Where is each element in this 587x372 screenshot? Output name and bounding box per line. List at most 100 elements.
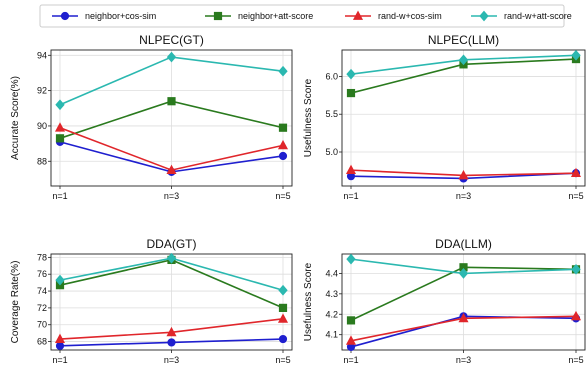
- data-point: [278, 334, 288, 344]
- chart-panel: DDA(LLM) Usefulness Score 4.1 4.2 4.3 4.4 n=1 n…: [303, 237, 586, 365]
- data-point: [278, 284, 288, 296]
- legend-marker: [213, 11, 223, 21]
- legend: neighbor+cos-sim neighbor+att-score rand-w…: [39, 4, 572, 28]
- y-tick-label: 5.0: [325, 147, 338, 157]
- data-point: [166, 252, 177, 264]
- legend-marker: [60, 11, 70, 21]
- x-tick-label: n=3: [164, 355, 179, 365]
- x-tick-label: n=5: [275, 355, 290, 365]
- y-tick-label: 92: [37, 86, 47, 96]
- legend-entry: neighbor+cos-sim: [52, 11, 156, 21]
- x-tick-label: n=3: [164, 191, 179, 201]
- data-point: [55, 341, 65, 350]
- y-tick-label: 90: [37, 121, 47, 131]
- y-tick-label: 88: [37, 156, 47, 166]
- series: [345, 164, 582, 180]
- series: [346, 253, 581, 279]
- data-point: [54, 122, 66, 132]
- data-point: [346, 316, 356, 325]
- legend-label: neighbor+att-score: [238, 11, 313, 21]
- series: [55, 51, 288, 111]
- y-tick-label: 4.2: [325, 309, 338, 319]
- series: [346, 49, 581, 80]
- data-point: [166, 164, 177, 175]
- legend-entry: neighbor+att-score: [205, 11, 313, 21]
- data-point: [458, 312, 469, 323]
- y-axis-label: Usefulness Score: [303, 78, 314, 157]
- legend-label: rand-w+att-score: [504, 11, 572, 21]
- y-tick-label: 6.0: [325, 71, 338, 81]
- data-point: [345, 335, 357, 345]
- data-point: [167, 338, 176, 347]
- y-tick-label: 70: [37, 320, 47, 330]
- series: [54, 122, 289, 175]
- data-point: [277, 313, 289, 323]
- y-tick-label: 78: [37, 252, 47, 262]
- chart-title: DDA(LLM): [435, 237, 492, 251]
- legend-marker: [352, 10, 364, 20]
- y-axis-label: Coverage Rate(%): [10, 261, 21, 344]
- data-point: [55, 134, 65, 143]
- chart-panel: NLPEC(LLM) Usefulness Score 5.0 5.5 6.0 n=1 n=…: [303, 33, 586, 201]
- data-point: [570, 310, 582, 321]
- x-tick-label: n=3: [456, 355, 471, 365]
- legend-entry: rand-w+att-score: [471, 10, 572, 22]
- series: [345, 310, 582, 345]
- legend-box: [39, 4, 565, 28]
- data-point: [278, 65, 288, 77]
- y-tick-label: 68: [37, 337, 47, 347]
- data-point: [55, 99, 65, 111]
- legend-label: neighbor+cos-sim: [85, 11, 156, 21]
- data-point: [278, 123, 288, 132]
- data-point: [166, 326, 177, 337]
- data-point: [277, 139, 289, 150]
- y-tick-label: 4.1: [325, 330, 338, 340]
- legend-marker: [479, 10, 489, 22]
- x-tick-label: n=3: [456, 191, 471, 201]
- chart-title: NLPEC(GT): [139, 33, 204, 47]
- data-point: [458, 54, 469, 66]
- x-tick-label: n=5: [568, 191, 583, 201]
- data-point: [571, 49, 581, 61]
- data-point: [55, 274, 65, 286]
- y-axis-label: Accurate Score(%): [10, 76, 21, 160]
- x-tick-label: n=1: [52, 355, 67, 365]
- y-tick-label: 76: [37, 269, 47, 279]
- series: [55, 252, 288, 296]
- data-point: [346, 88, 356, 98]
- data-point: [167, 97, 176, 106]
- data-point: [570, 167, 582, 178]
- x-tick-label: n=5: [568, 355, 583, 365]
- chart-title: NLPEC(LLM): [428, 33, 499, 47]
- data-point: [345, 164, 357, 175]
- data-point: [278, 151, 288, 161]
- x-tick-label: n=1: [343, 191, 358, 201]
- data-point: [346, 253, 356, 265]
- series: [54, 313, 289, 343]
- x-tick-label: n=1: [52, 191, 67, 201]
- legend-label: rand-w+cos-sim: [378, 11, 442, 21]
- y-tick-label: 5.5: [325, 109, 338, 119]
- y-tick-label: 4.3: [325, 289, 338, 299]
- plots: NLPEC(GT) Accurate Score(%) 88 90 92 94 n=1 n=3…: [10, 33, 586, 365]
- legend-entry: rand-w+cos-sim: [345, 10, 442, 21]
- x-tick-label: n=5: [275, 191, 290, 201]
- y-tick-label: 72: [37, 303, 47, 313]
- series: [55, 334, 288, 350]
- x-tick-label: n=1: [343, 355, 358, 365]
- y-tick-label: 4.4: [325, 268, 338, 278]
- data-point: [278, 303, 288, 312]
- data-point: [458, 169, 469, 180]
- data-point: [571, 263, 581, 275]
- y-tick-label: 74: [37, 286, 47, 296]
- chart-title: DDA(GT): [147, 237, 197, 251]
- series: [55, 97, 288, 143]
- chart-panel: NLPEC(GT) Accurate Score(%) 88 90 92 94 n=1 n=3…: [10, 33, 293, 201]
- chart-panel: DDA(GT) Coverage Rate(%) 68 70 72 74 76 78 n=1 n=…: [10, 237, 293, 365]
- data-point: [458, 268, 469, 279]
- data-point: [346, 68, 356, 80]
- y-tick-label: 94: [37, 50, 47, 60]
- data-point: [54, 333, 66, 343]
- y-axis-label: Usefulness Score: [303, 262, 314, 341]
